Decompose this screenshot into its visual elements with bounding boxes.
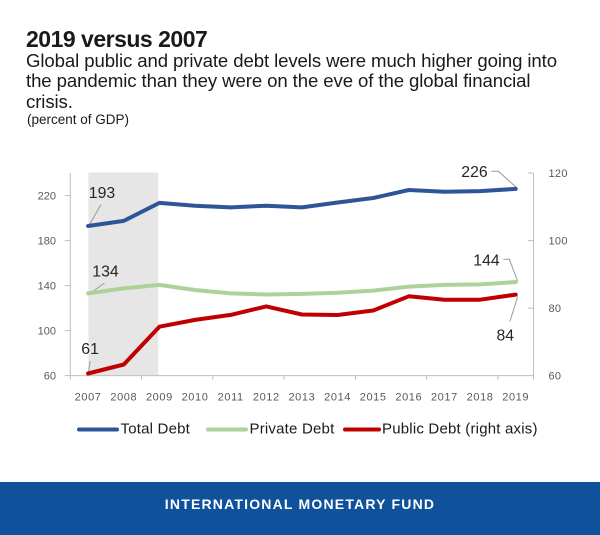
svg-text:144: 144 [473,252,500,269]
svg-text:2007: 2007 [75,392,102,404]
svg-text:2010: 2010 [182,392,209,404]
svg-text:220: 220 [38,191,56,203]
svg-text:2011: 2011 [218,392,244,404]
svg-text:180: 180 [38,236,56,248]
svg-text:226: 226 [461,164,488,181]
svg-text:2012: 2012 [253,392,280,404]
svg-text:2013: 2013 [288,392,315,404]
svg-text:Private Debt: Private Debt [250,421,336,438]
svg-text:Public Debt (right axis): Public Debt (right axis) [382,421,538,438]
svg-text:Total Debt: Total Debt [121,421,191,438]
svg-text:2008: 2008 [110,392,137,404]
svg-text:120: 120 [549,168,568,180]
svg-text:2019: 2019 [502,392,529,404]
svg-text:193: 193 [89,185,116,202]
svg-text:2014: 2014 [324,392,351,404]
svg-text:60: 60 [44,371,56,383]
svg-text:60: 60 [549,371,562,383]
svg-text:2009: 2009 [146,392,173,404]
svg-text:61: 61 [81,341,99,358]
svg-text:2015: 2015 [360,392,387,404]
svg-text:140: 140 [38,281,56,293]
svg-text:2016: 2016 [395,392,422,404]
svg-text:100: 100 [549,236,568,248]
svg-text:100: 100 [38,326,56,338]
svg-text:2018: 2018 [467,392,494,404]
svg-text:80: 80 [549,303,562,315]
svg-text:84: 84 [497,328,515,345]
svg-text:2017: 2017 [431,392,458,404]
svg-text:134: 134 [92,263,119,280]
